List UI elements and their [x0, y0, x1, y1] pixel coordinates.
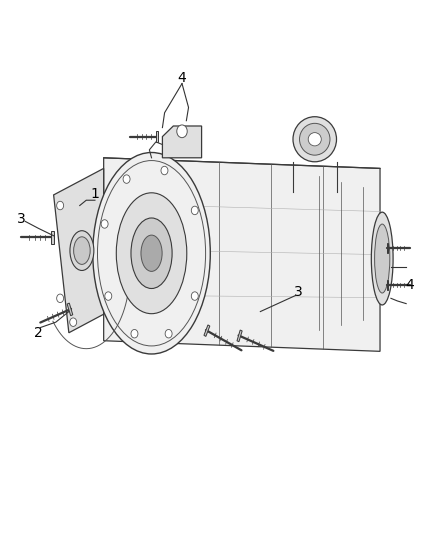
Circle shape [131, 329, 138, 338]
Circle shape [191, 206, 198, 215]
Polygon shape [53, 168, 104, 333]
Polygon shape [387, 243, 389, 253]
Polygon shape [67, 303, 73, 316]
Text: 3: 3 [17, 212, 25, 226]
Ellipse shape [74, 237, 90, 264]
Ellipse shape [70, 231, 94, 270]
Circle shape [57, 201, 64, 210]
Polygon shape [51, 231, 53, 244]
Circle shape [161, 166, 168, 175]
Ellipse shape [371, 212, 393, 305]
Ellipse shape [131, 218, 172, 288]
Ellipse shape [300, 123, 330, 155]
Ellipse shape [141, 235, 162, 271]
Polygon shape [104, 158, 380, 351]
Polygon shape [387, 280, 389, 290]
Polygon shape [204, 325, 210, 336]
Text: 2: 2 [34, 326, 43, 340]
Circle shape [177, 125, 187, 138]
Circle shape [105, 292, 112, 300]
Text: 4: 4 [405, 278, 413, 292]
Ellipse shape [93, 152, 210, 354]
Polygon shape [156, 131, 158, 142]
Ellipse shape [374, 224, 390, 293]
Circle shape [57, 294, 64, 303]
Ellipse shape [116, 193, 187, 314]
Circle shape [165, 329, 172, 338]
Polygon shape [162, 126, 201, 158]
Text: 1: 1 [91, 187, 99, 201]
Ellipse shape [293, 117, 336, 162]
Circle shape [123, 175, 130, 183]
Text: 3: 3 [294, 285, 303, 299]
Circle shape [70, 318, 77, 326]
Circle shape [101, 220, 108, 228]
Polygon shape [237, 330, 242, 342]
Circle shape [191, 292, 198, 300]
Text: 4: 4 [178, 71, 187, 85]
Ellipse shape [308, 133, 321, 146]
